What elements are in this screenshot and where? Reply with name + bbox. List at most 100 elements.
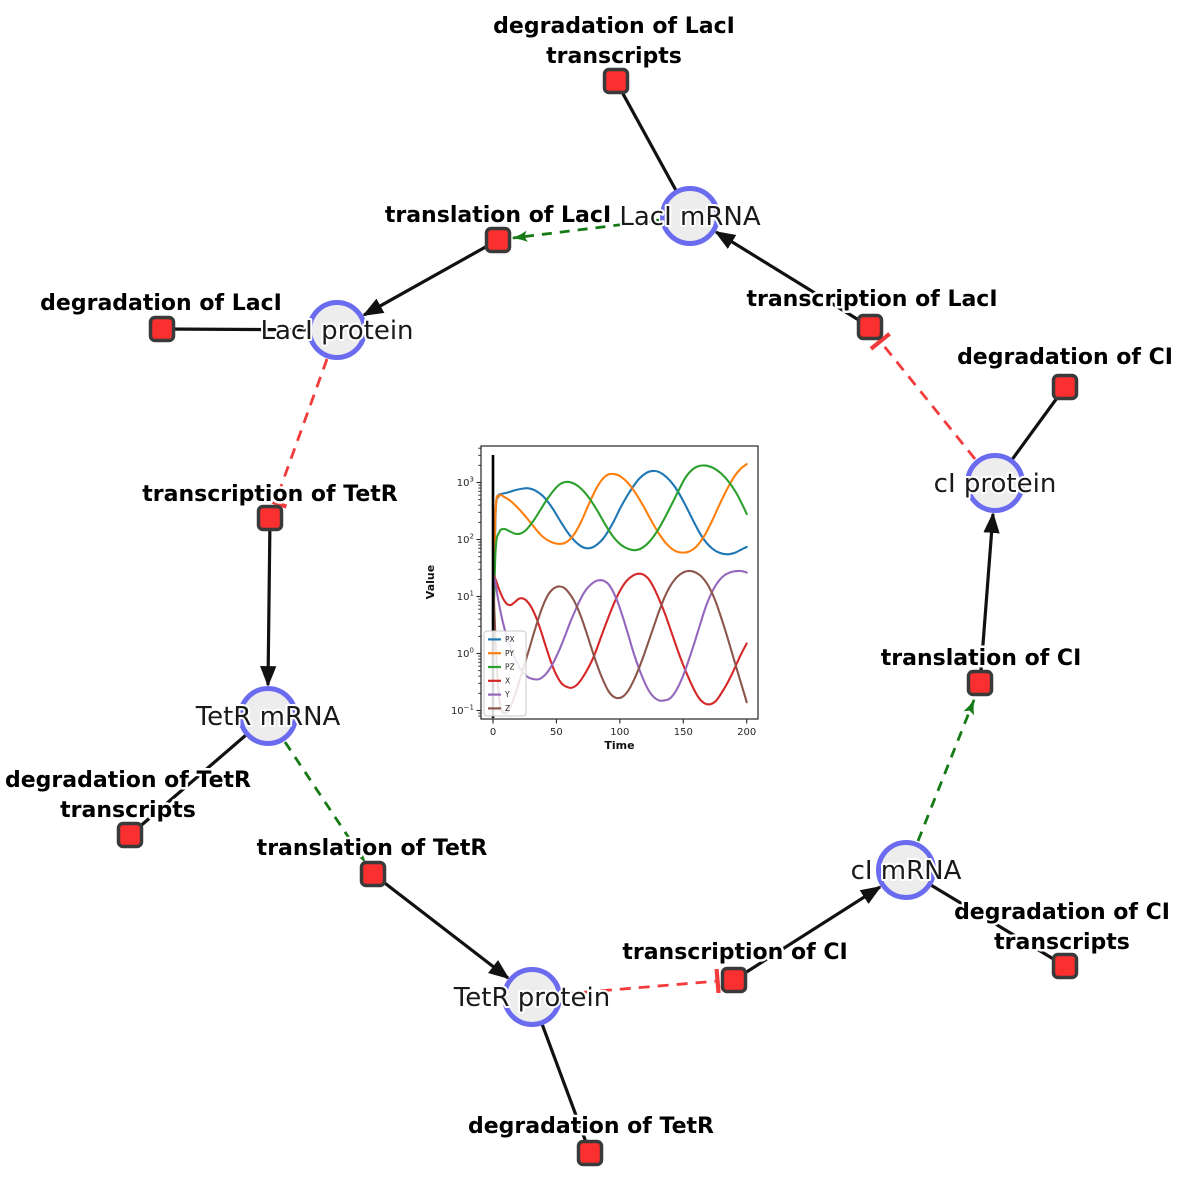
- species-node-laci-mrna: [660, 186, 720, 246]
- reaction-node-transcription-ci: [720, 966, 748, 994]
- species-label-laci-mrna: LacI mRNA: [619, 202, 760, 232]
- reaction-node-degradation-tetr: [576, 1139, 604, 1167]
- y-tick-exponent: 0: [470, 647, 474, 655]
- y-tick-label: 102: [457, 533, 474, 547]
- reaction-node-translation-ci: [966, 669, 994, 697]
- species-node-ci-protein: [965, 453, 1025, 513]
- reaction-label-line: transcription of LacI: [746, 287, 997, 312]
- edge-ci-mrna-activates-translation: [916, 698, 976, 842]
- reaction-label-degradation-laci-transcripts: degradation of LacI transcripts: [493, 14, 735, 69]
- reaction-label-transcription-laci: transcription of LacI: [746, 287, 997, 312]
- edge-translation-laci-to-laci-protein: [362, 238, 499, 317]
- y-tick-exponent: 3: [470, 476, 474, 484]
- reaction-label-line: degradation of TetR: [5, 768, 251, 793]
- y-tick-base: 10: [457, 649, 470, 660]
- x-tick-label: 50: [550, 727, 563, 738]
- x-axis-label: Time: [604, 739, 634, 752]
- species-label-tetr-mrna: TetR mRNA: [195, 702, 341, 732]
- edge-laci-mrna-activates-translation: [511, 218, 660, 242]
- reaction-label-translation-laci: translation of LacI: [385, 203, 611, 228]
- reaction-node-translation-laci: [484, 226, 512, 254]
- edge-tetr-mrna-activates-translation: [283, 741, 367, 864]
- reaction-label-line: transcripts: [546, 44, 682, 69]
- species-node-laci-protein: [307, 300, 367, 360]
- reaction-label-line: transcription of CI: [622, 940, 847, 965]
- series-X: [491, 572, 748, 706]
- reaction-label-line: degradation of CI: [957, 345, 1173, 370]
- inset-chart: 0 50 100 150 200Time10310210110010−1ValuePXP…: [424, 445, 759, 752]
- y-tick-label: 10−1: [451, 704, 474, 718]
- edge-tetr-mrna-to-degradation: [128, 714, 270, 837]
- species-node-tetr-mrna: [238, 686, 298, 746]
- edge-transcription-tetr-to-tetr-mrna: [260, 517, 277, 687]
- y-tick-label: 103: [457, 476, 474, 490]
- legend-label-Y: Y: [504, 690, 510, 699]
- reaction-label-line: degradation of TetR: [468, 1114, 714, 1139]
- y-axis-label: Value: [424, 565, 437, 599]
- reaction-label-degradation-laci: degradation of LacI: [40, 291, 282, 316]
- reaction-node-degradation-laci: [148, 315, 176, 343]
- legend-label-X: X: [505, 676, 510, 685]
- species-label-tetr-protein: TetR protein: [453, 983, 610, 1013]
- reaction-label-line: degradation of CI: [954, 900, 1170, 925]
- reaction-label-line: translation of LacI: [385, 203, 611, 228]
- axes-box: [480, 445, 759, 720]
- series-PX: [491, 469, 748, 645]
- edge-laci-protein-inhibits-tetr-tx: [263, 358, 329, 509]
- species-node-ci-mrna: [876, 840, 936, 900]
- nodes-layer: [116, 67, 1079, 1167]
- reaction-node-translation-tetr: [359, 860, 387, 888]
- y-tick-base: 10: [457, 478, 470, 489]
- legend-label-PY: PY: [505, 649, 514, 658]
- edge-ci-mrna-to-degradation: [905, 868, 1066, 968]
- reaction-node-degradation-ci: [1051, 373, 1079, 401]
- species-node-tetr-protein: [502, 967, 562, 1027]
- reaction-node-transcription-laci: [856, 313, 884, 341]
- series-layer: [491, 463, 748, 715]
- species-label-ci-mrna: cI mRNA: [851, 856, 962, 886]
- reaction-label-line: transcription of TetR: [142, 482, 398, 507]
- reaction-label-transcription-ci: transcription of CI: [622, 940, 847, 965]
- reaction-label-line: translation of CI: [881, 646, 1082, 671]
- legend-label-Z: Z: [505, 704, 510, 713]
- species-label-laci-protein: LacI protein: [260, 316, 413, 346]
- edge-transcription-ci-to-ci-mrna: [733, 885, 882, 982]
- reaction-node-degradation-tetr-transcripts: [116, 821, 144, 849]
- y-tick-exponent: 1: [470, 590, 474, 598]
- reaction-label-line: degradation of LacI: [493, 14, 735, 39]
- legend-label-PZ: PZ: [505, 663, 515, 672]
- reaction-label-line: translation of TetR: [257, 836, 488, 861]
- x-tick-label: 150: [674, 727, 693, 738]
- reaction-label-transcription-tetr: transcription of TetR: [142, 482, 398, 507]
- reaction-label-line: degradation of LacI: [40, 291, 282, 316]
- reaction-label-line: transcripts: [60, 798, 196, 823]
- reaction-label-line: transcripts: [994, 930, 1130, 955]
- x-tick-label: 200: [737, 727, 756, 738]
- edge-translation-tetr-to-tetr-protein: [372, 872, 510, 980]
- reaction-node-degradation-laci-transcripts: [602, 67, 630, 95]
- reaction-node-transcription-tetr: [256, 504, 284, 532]
- y-tick-label: 100: [457, 647, 474, 661]
- series-PZ: [491, 464, 748, 655]
- y-tick-exponent: 2: [470, 533, 474, 541]
- labels-layer: degradation of LacI transcripts translatio…: [2, 12, 1175, 1142]
- edge-transcription-laci-to-laci-mrna: [714, 230, 871, 329]
- reaction-label-translation-tetr: translation of TetR: [257, 836, 488, 861]
- y-tick-base: 10: [451, 706, 464, 717]
- series-PY: [491, 463, 748, 645]
- legend: PX PY PZ XYZ: [483, 630, 527, 717]
- y-tick-exponent: −1: [464, 704, 474, 712]
- reaction-label-degradation-ci-transcripts: degradation of CI transcripts: [954, 900, 1170, 955]
- y-tick-label: 101: [457, 590, 474, 604]
- edge-ci-protein-inhibits-laci-tx: [869, 332, 977, 460]
- legend-label-PX: PX: [505, 635, 515, 644]
- edge-tetr-protein-inhibits-ci-tx: [562, 968, 721, 996]
- species-label-ci-protein: cI protein: [934, 469, 1057, 499]
- reaction-label-degradation-tetr: degradation of TetR: [468, 1114, 714, 1139]
- y-tick-base: 10: [457, 592, 470, 603]
- reaction-label-degradation-tetr-transcripts: degradation of TetR transcripts: [5, 768, 251, 823]
- y-tick-base: 10: [457, 535, 470, 546]
- reaction-label-degradation-ci: degradation of CI: [957, 345, 1173, 370]
